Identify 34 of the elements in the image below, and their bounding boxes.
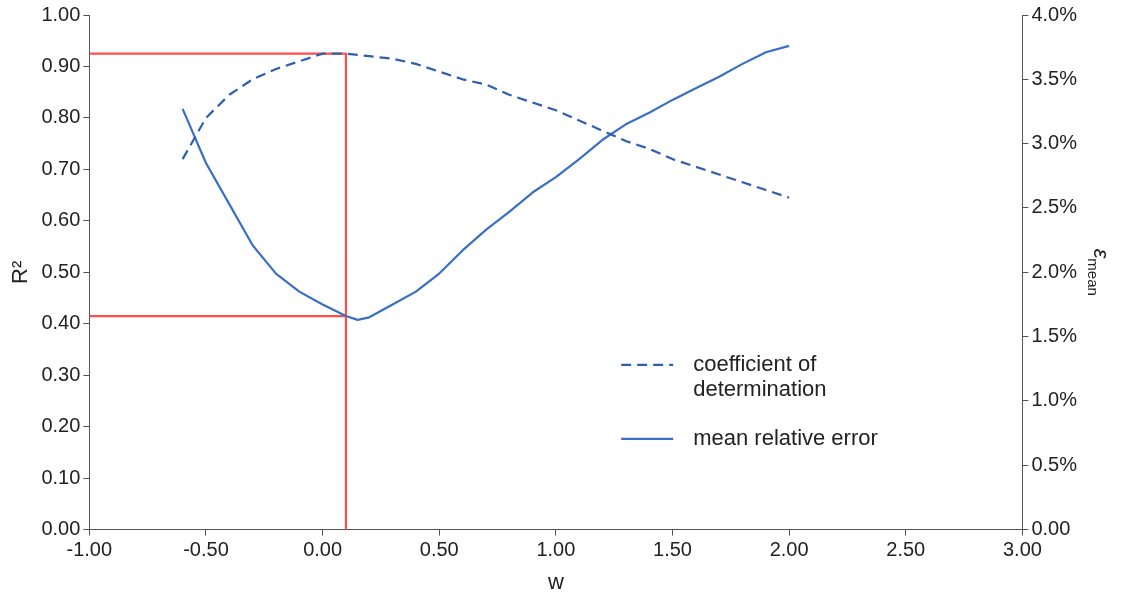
y2-tick-label: 4.0% — [1031, 2, 1078, 25]
y-tick-label: 1.00 — [41, 2, 81, 25]
y-tick-label: 0.80 — [41, 105, 81, 128]
x-tick-label: -0.50 — [183, 538, 229, 561]
y2-tick-label: 0.00 — [1031, 517, 1071, 540]
y-tick-label: 0.10 — [41, 465, 81, 488]
x-tick-label: 0.50 — [419, 538, 459, 561]
x-tick-label: 3.00 — [1002, 538, 1042, 561]
y2-tick-label: 2.5% — [1031, 195, 1078, 218]
y-tick-label: 0.70 — [41, 156, 81, 179]
y2-axis-title: εmean — [1085, 248, 1114, 296]
x-tick-label: 1.50 — [653, 538, 692, 561]
x-tick-label: 0.00 — [303, 538, 343, 561]
y-tick-label: 0.90 — [41, 53, 81, 76]
x-tick-label: 2.00 — [769, 538, 809, 561]
y2-tick-label: 1.5% — [1031, 324, 1078, 347]
y-tick-label: 0.00 — [41, 517, 81, 540]
x-tick-label: -1.00 — [66, 538, 113, 561]
y2-tick-label: 3.5% — [1031, 66, 1078, 89]
y2-tick-label: 1.0% — [1031, 388, 1078, 411]
y-axis-title: R² — [7, 260, 33, 284]
legend-label: coefficient of determination — [693, 350, 827, 401]
y2-tick-label: 0.5% — [1031, 452, 1078, 475]
x-tick-label: 1.00 — [536, 538, 576, 561]
x-axis-title: w — [546, 568, 564, 594]
y-tick-label: 0.40 — [41, 311, 81, 334]
x-tick-label: 2.50 — [886, 538, 926, 561]
y2-tick-label: 3.0% — [1031, 131, 1078, 154]
y-tick-label: 0.30 — [41, 362, 81, 385]
legend-label: mean relative error — [693, 424, 878, 450]
y-tick-label: 0.60 — [41, 208, 81, 231]
y-tick-label: 0.50 — [41, 259, 81, 282]
y-tick-label: 0.20 — [41, 414, 81, 437]
y2-tick-label: 2.0% — [1031, 259, 1078, 282]
